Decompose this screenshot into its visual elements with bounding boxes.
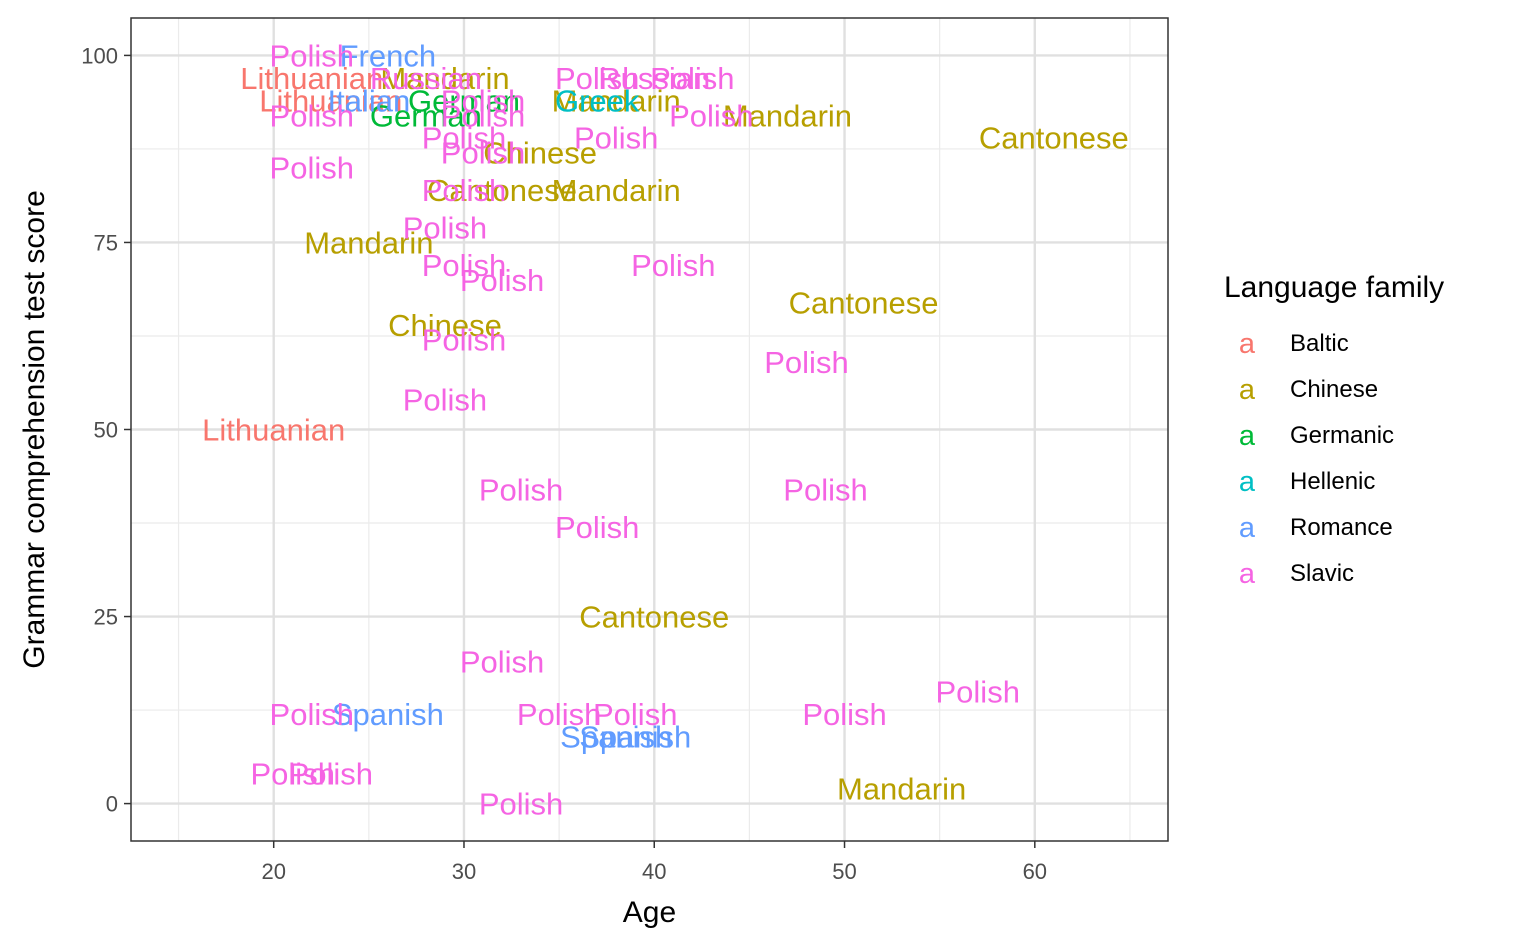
data-point-label: Cantonese (427, 173, 577, 208)
data-point-label: Polish (783, 472, 867, 507)
x-axis: 20 30 40 50 60 (261, 841, 1047, 884)
data-point-label: Cantonese (789, 285, 939, 320)
data-point-label: Polish (764, 345, 848, 380)
data-point-label: Polish (270, 38, 354, 73)
data-point-label: Chinese (388, 308, 502, 343)
legend-entry-label: Slavic (1290, 560, 1354, 587)
data-point-label: Spanish (332, 697, 444, 732)
x-tick-label: 60 (1023, 859, 1047, 884)
x-axis-title: Age (623, 896, 676, 929)
data-point-label: Greek (555, 83, 640, 118)
y-tick-label: 75 (94, 230, 118, 255)
x-tick-label: 50 (832, 859, 856, 884)
x-tick-label: 30 (452, 859, 476, 884)
data-point-label: Mandarin (837, 772, 966, 807)
legend-key-glyph: a (1239, 466, 1256, 498)
data-point-label: Polish (422, 323, 506, 358)
data-point-label: Russian (370, 61, 482, 96)
legend-entry-label: Germanic (1290, 422, 1394, 449)
data-point-label: Polish (479, 787, 563, 822)
data-point-label: Polish (593, 697, 677, 732)
data-point-label: Polish (422, 121, 506, 156)
data-point-label: Polish (251, 757, 335, 792)
data-point-label: Lithuanian (202, 413, 345, 448)
data-point-label: Polish (936, 674, 1020, 709)
data-point-label: Spanish (579, 719, 691, 754)
data-point-label: Polish (422, 248, 506, 283)
data-point-label: Polish (441, 136, 525, 171)
data-point-label: Mandarin (304, 225, 433, 260)
legend-entry-label: Chinese (1290, 376, 1378, 403)
data-labels-layer: CantoneseCantoneseCantoneseCantoneseMand… (202, 38, 1129, 821)
data-point-label: Polish (441, 98, 525, 133)
x-tick-label: 40 (642, 859, 666, 884)
data-point-label: Polish (403, 210, 487, 245)
data-point-label: Lithuanian (259, 83, 402, 118)
legend-title: Language family (1224, 271, 1444, 304)
gridlines (131, 18, 1168, 841)
data-point-label: Polish (270, 151, 354, 186)
data-point-label: Polish (479, 472, 563, 507)
y-axis: 0 25 50 75 100 (81, 43, 131, 817)
data-point-label: Polish (555, 61, 639, 96)
y-tick-label: 25 (94, 605, 118, 630)
data-point-label: Polish (460, 644, 544, 679)
data-point-label: Polish (289, 757, 373, 792)
data-point-label: Mandarin (380, 61, 509, 96)
data-point-label: Cantonese (979, 121, 1129, 156)
data-point-label: Polish (460, 263, 544, 298)
legend-key-glyph: a (1239, 328, 1256, 360)
data-point-label: Polish (574, 121, 658, 156)
data-point-label: Polish (802, 697, 886, 732)
legend-entry-label: Baltic (1290, 330, 1349, 357)
data-point-label: Polish (517, 697, 601, 732)
legend-entry-label: Romance (1290, 514, 1393, 541)
data-point-label: German (370, 98, 482, 133)
legend-key-glyph: a (1239, 374, 1256, 406)
y-tick-label: 100 (81, 43, 118, 68)
data-point-label: Polish (403, 383, 487, 418)
data-point-label: Cantonese (579, 600, 729, 635)
data-point-label: Polish (270, 98, 354, 133)
data-point-label: Polish (631, 248, 715, 283)
data-point-label: Italian (327, 83, 410, 118)
data-point-label: Lithuanian (240, 61, 383, 96)
legend: Language family a Baltic a Chinese a Germanic… (1224, 271, 1444, 590)
y-tick-label: 0 (106, 792, 118, 817)
plot-panel: CantoneseCantoneseCantoneseCantoneseMand… (130, 17, 1169, 842)
data-point-label: Spanish (560, 719, 672, 754)
data-point-label: Mandarin (552, 173, 681, 208)
legend-key-glyph: a (1239, 512, 1256, 544)
data-point-label: Polish (422, 173, 506, 208)
data-point-label: Mandarin (723, 98, 852, 133)
data-point-label: German (408, 83, 520, 118)
data-point-label: Polish (669, 98, 753, 133)
data-point-label: Polish (555, 510, 639, 545)
data-point-label: Mandarin (552, 83, 681, 118)
legend-entry-label: Hellenic (1290, 468, 1375, 495)
legend-key-glyph: a (1239, 558, 1256, 590)
data-point-label: Chinese (483, 136, 597, 171)
data-point-label: Polish (441, 83, 525, 118)
y-tick-label: 50 (94, 418, 118, 443)
data-point-label: French (340, 38, 436, 73)
data-point-label: Polish (270, 697, 354, 732)
x-tick-label: 20 (261, 859, 285, 884)
data-point-label: Russian (598, 61, 710, 96)
legend-items: a Baltic a Chinese a Germanic a Hellenic a Romanc… (1239, 328, 1394, 590)
legend-key-glyph: a (1239, 420, 1256, 452)
data-point-label: Polish (650, 61, 734, 96)
y-axis-title: Grammar comprehension test score (18, 190, 51, 669)
